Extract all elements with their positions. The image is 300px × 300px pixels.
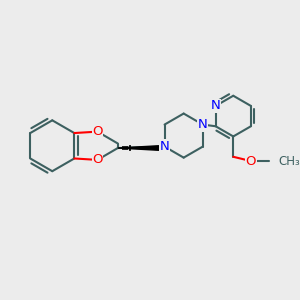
Polygon shape	[118, 146, 159, 150]
Text: CH₃: CH₃	[278, 154, 300, 167]
Text: N: N	[211, 99, 220, 112]
Text: N: N	[160, 140, 170, 153]
Text: O: O	[245, 154, 256, 167]
Text: O: O	[92, 153, 103, 167]
Text: O: O	[92, 125, 103, 138]
Text: N: N	[198, 118, 208, 131]
